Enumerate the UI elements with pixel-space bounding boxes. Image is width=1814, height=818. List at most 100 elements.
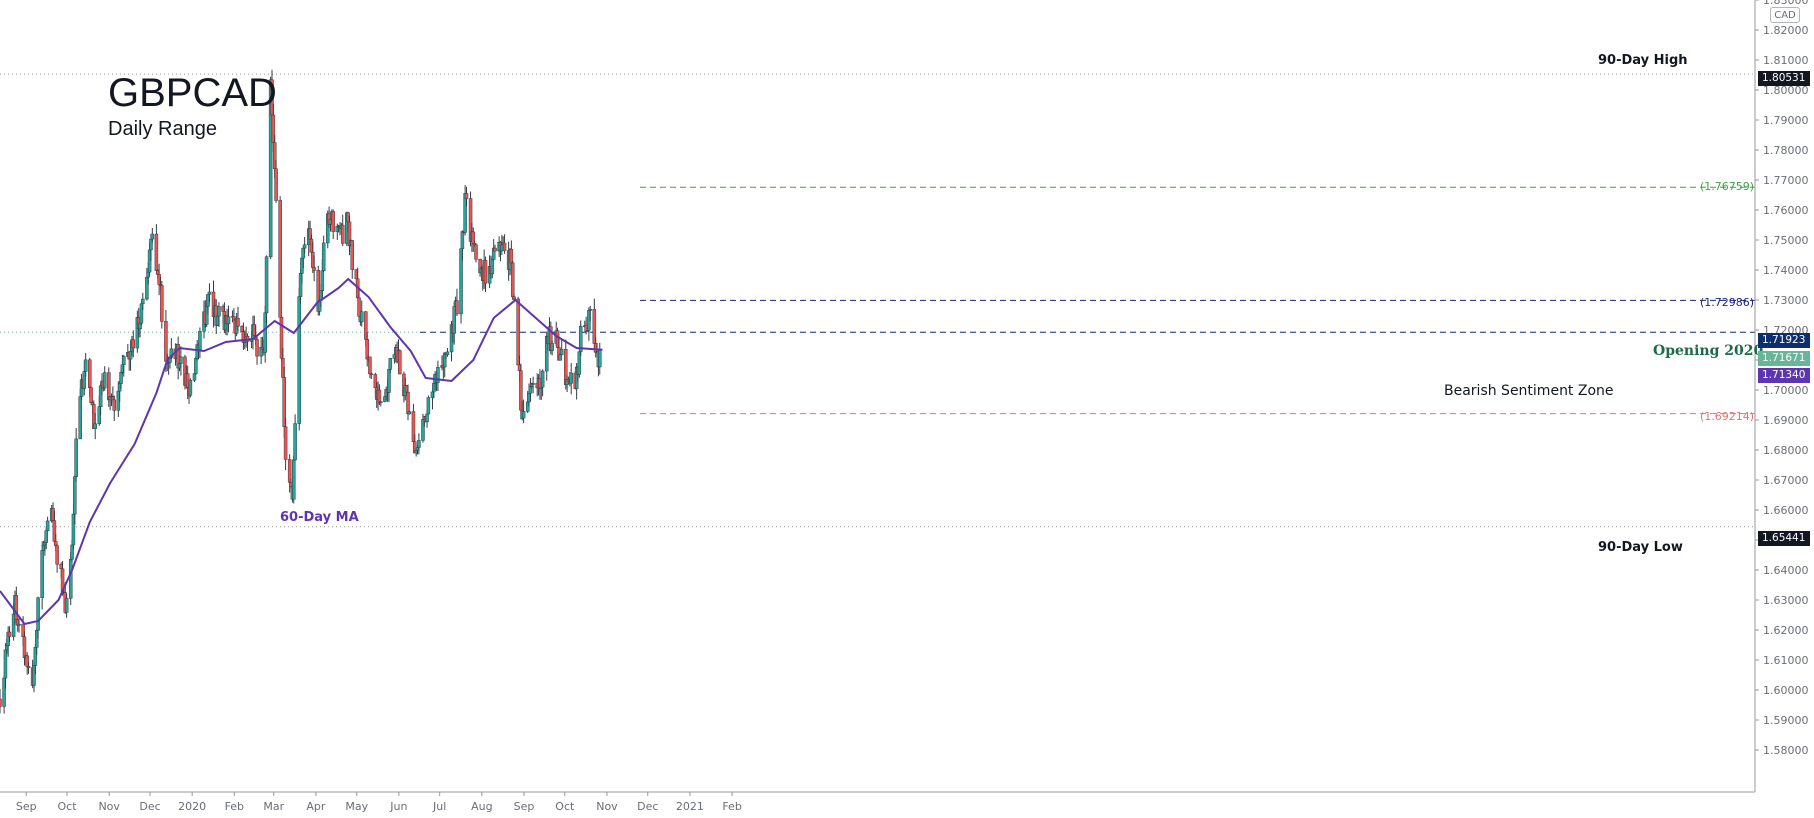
y-tick-label: 1.83000: [1763, 0, 1809, 7]
y-tick-label: 1.64000: [1763, 564, 1809, 577]
candle-body: [274, 168, 278, 201]
candle-body: [490, 259, 495, 275]
y-tick-label: 1.62000: [1763, 624, 1809, 637]
y-tick-label: 1.81000: [1763, 54, 1809, 67]
reference-lines: [0, 73, 1755, 528]
x-tick-label: 2021: [676, 800, 704, 813]
candle-body: [550, 343, 554, 351]
y-tick-label: 1.73000: [1763, 294, 1809, 307]
candle-body: [578, 325, 583, 353]
candle-body: [455, 300, 459, 315]
candle-body: [368, 356, 372, 375]
candle-body: [321, 242, 326, 271]
x-tick-label: 2020: [178, 800, 206, 813]
candle-body: [122, 356, 126, 365]
x-tick-label: Mar: [263, 800, 284, 813]
y-tick-label: 1.76000: [1763, 204, 1809, 217]
candle-body: [45, 520, 50, 531]
candle-body: [425, 413, 429, 423]
y-tick-label: 1.58000: [1763, 744, 1809, 757]
y-tick-label: 1.75000: [1763, 234, 1809, 247]
candle-body: [194, 358, 198, 374]
opening-2020-label: Opening 2020: [1653, 343, 1764, 359]
ninety-day-low-label: 90-Day Low: [1598, 540, 1683, 555]
candle-body: [283, 426, 288, 460]
candle-body: [3, 649, 8, 679]
candle-body: [483, 260, 488, 284]
candle-body: [26, 666, 31, 668]
candle-body: [0, 698, 2, 707]
candle-body: [302, 244, 307, 249]
candle-body: [17, 623, 21, 626]
candle-body: [320, 270, 325, 291]
candle-body: [112, 399, 116, 411]
y-tick-label: 1.69000: [1763, 414, 1809, 427]
candle-body: [40, 550, 44, 599]
candle-body: [141, 298, 145, 305]
x-tick-label: Sep: [16, 800, 37, 813]
currency-badge[interactable]: CAD: [1770, 7, 1800, 23]
y-tick-label: 1.66000: [1763, 504, 1809, 517]
candle-body: [36, 597, 40, 631]
candle-body: [88, 359, 92, 388]
y-tick-label: 1.60000: [1763, 684, 1809, 697]
ninety-day-high-label: 90-Day High: [1598, 53, 1688, 68]
chart-subtitle: Daily Range: [108, 118, 217, 140]
bearish-zone-label: Bearish Sentiment Zone: [1444, 383, 1614, 399]
candle-body: [217, 306, 221, 317]
x-tick-label: Aug: [471, 800, 492, 813]
candle-body: [293, 423, 297, 461]
chart-title: GBPCAD: [108, 71, 277, 115]
candle-body: [89, 387, 93, 403]
candle-body: [64, 598, 69, 613]
candle-body: [365, 339, 369, 360]
y-tick-label: 1.59000: [1763, 714, 1809, 727]
candle-body: [55, 545, 59, 565]
candle-body: [150, 233, 155, 240]
candle-body: [521, 411, 526, 419]
x-tick-label: Feb: [722, 800, 741, 813]
candle-body: [350, 240, 354, 270]
candle-body: [292, 459, 296, 500]
candle-body: [398, 350, 402, 375]
y-tick-label: 1.70000: [1763, 384, 1809, 397]
x-tick-label: Sep: [514, 800, 535, 813]
x-tick-label: Apr: [306, 800, 326, 813]
moving-average-layer: [0, 277, 603, 626]
candle-body: [388, 358, 393, 370]
price-tag-opening: 1.71923: [1758, 333, 1810, 348]
price-tag-ma: 1.71340: [1758, 368, 1810, 383]
candle-body: [68, 558, 73, 599]
candle-body: [540, 370, 545, 388]
candle-body: [74, 438, 78, 478]
x-tick-label: Jul: [432, 800, 446, 813]
level-label-middle: (1.72986): [1700, 296, 1755, 309]
y-tick-label: 1.78000: [1763, 144, 1809, 157]
candle-body: [531, 383, 535, 385]
candle-body: [93, 423, 97, 429]
candle-body: [464, 193, 469, 199]
candle-body: [236, 318, 240, 327]
candle-body: [312, 267, 316, 271]
candle-body: [512, 296, 516, 300]
x-tick-label: Nov: [98, 800, 120, 813]
candle-body: [107, 372, 111, 401]
y-tick-label: 1.74000: [1763, 264, 1809, 277]
candle-body: [558, 354, 563, 361]
candle-body: [207, 291, 212, 295]
candle-body: [445, 351, 450, 355]
candle-body: [598, 350, 602, 368]
candle-body: [360, 311, 364, 323]
y-tick-label: 1.79000: [1763, 114, 1809, 127]
candle-body: [407, 411, 412, 415]
y-tick-label: 1.67000: [1763, 474, 1809, 487]
candle-body: [44, 530, 48, 543]
candle-body: [331, 211, 335, 232]
candle-body: [198, 331, 202, 350]
x-tick-label: Dec: [637, 800, 658, 813]
level-label-upper: (1.76759): [1700, 180, 1755, 193]
candle-body: [83, 359, 88, 372]
candle-body: [154, 233, 159, 271]
candle-body: [264, 256, 269, 314]
